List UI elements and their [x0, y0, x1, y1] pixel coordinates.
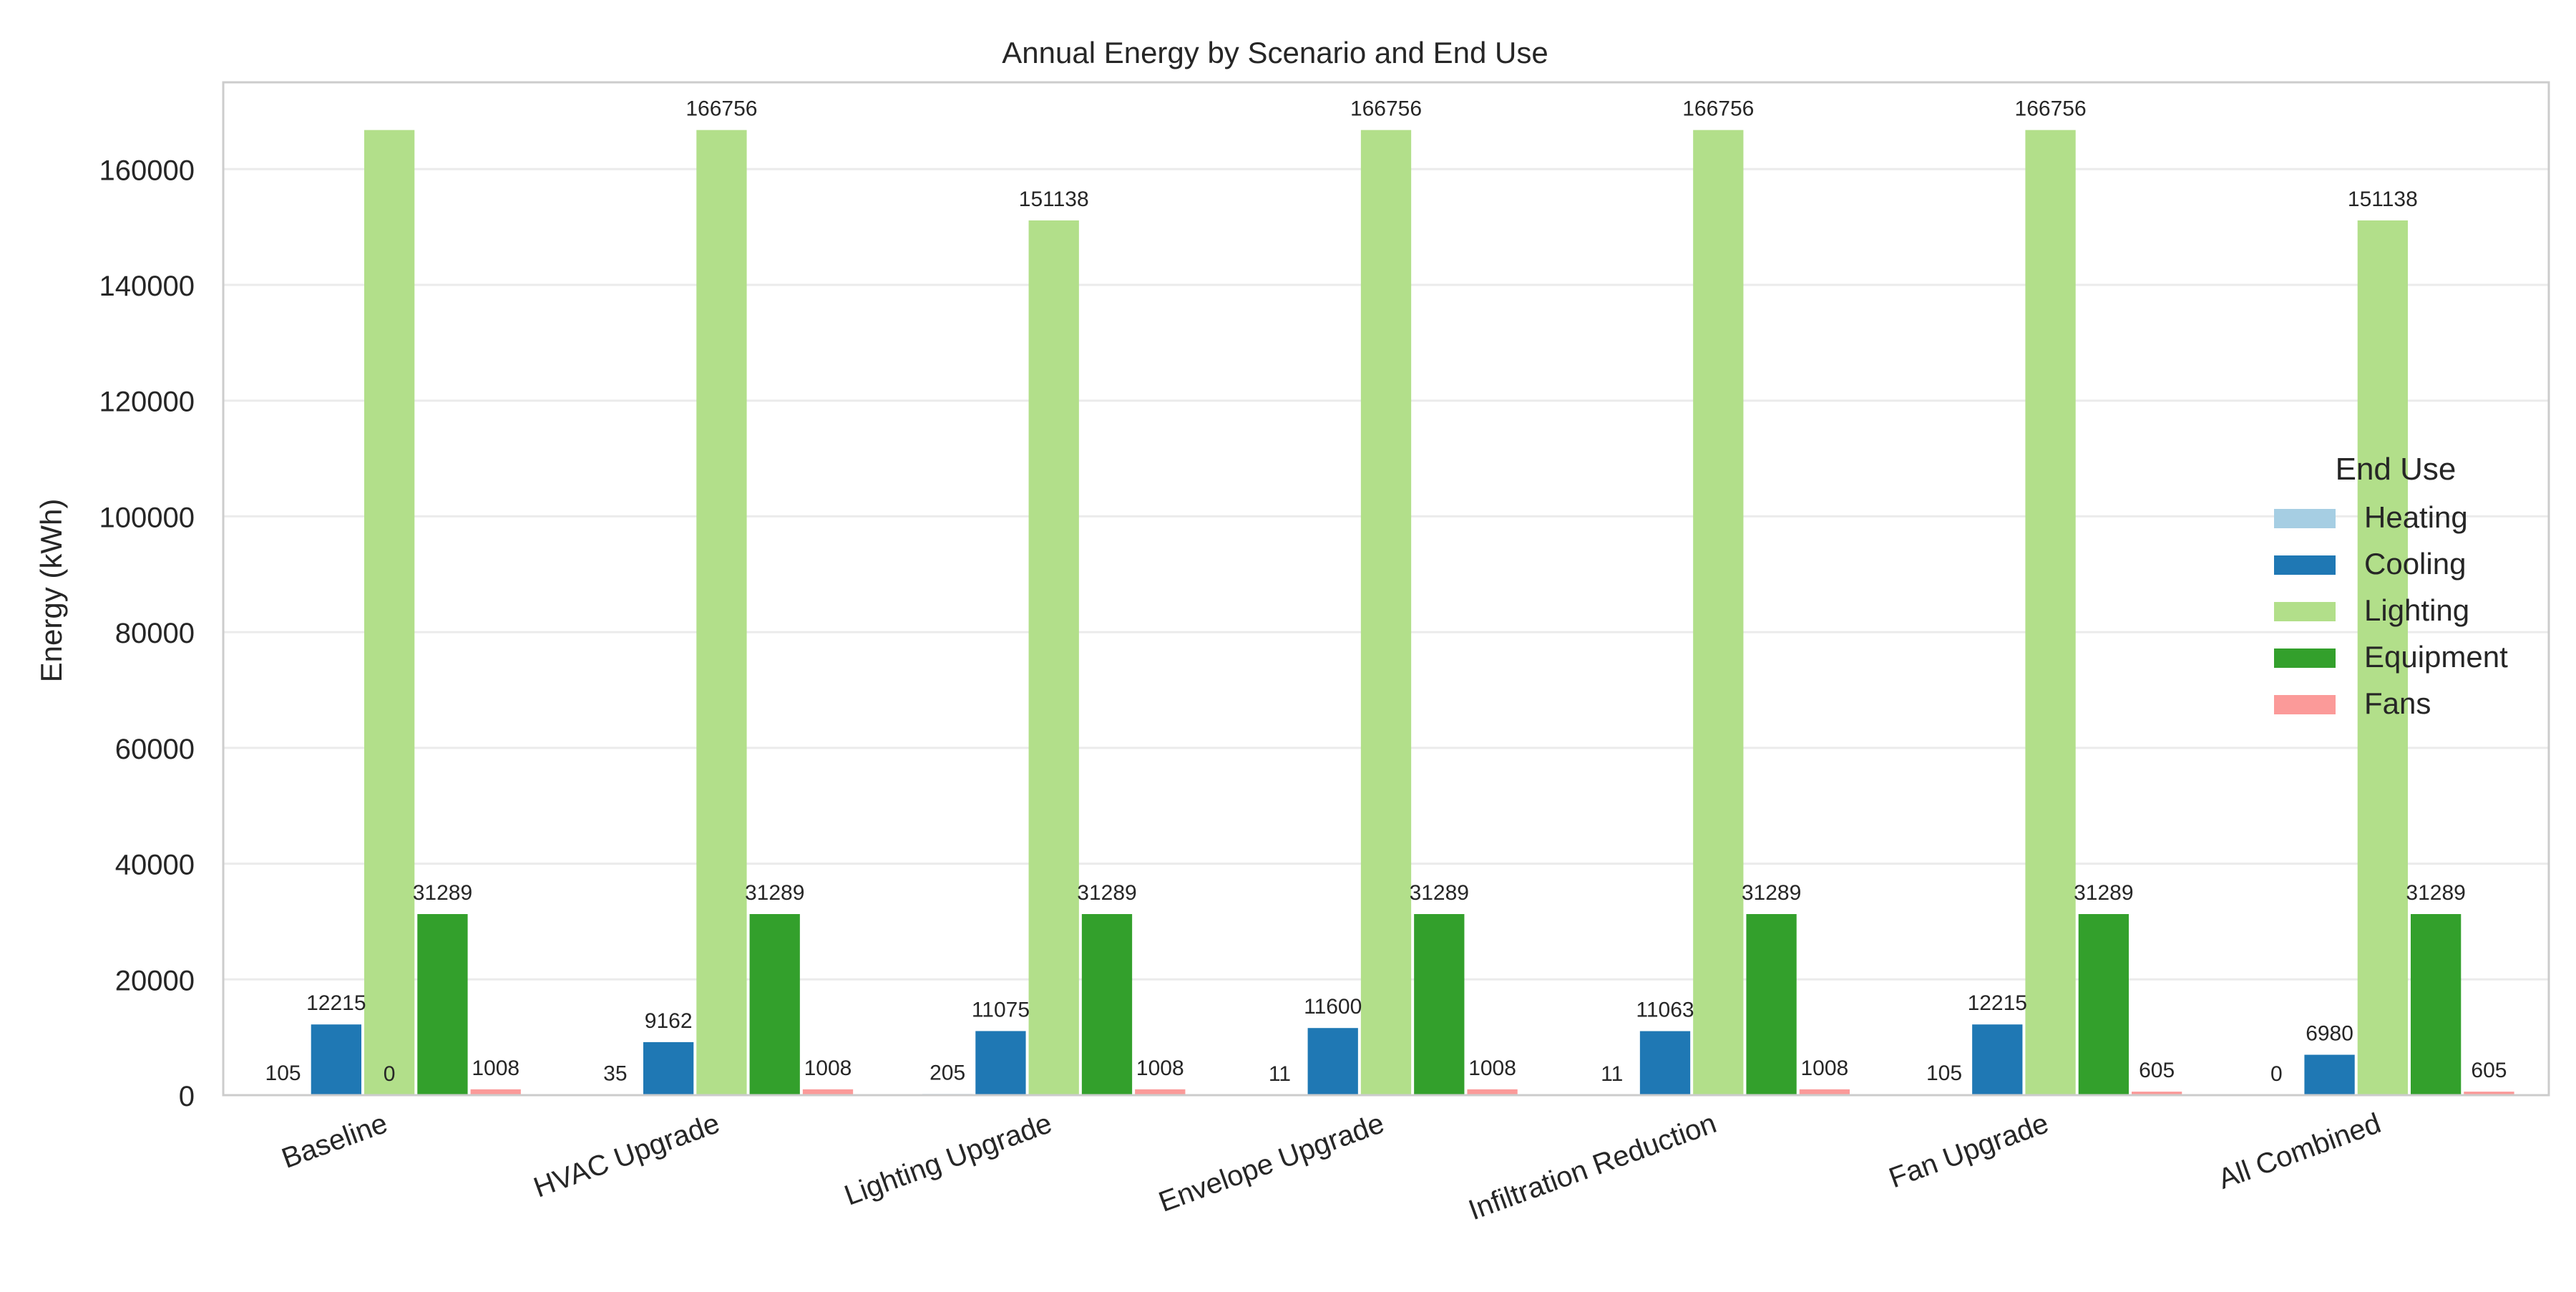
bar-value-label: 31289 — [413, 881, 472, 905]
bar-lighting — [1361, 130, 1411, 1095]
bar-value-label: 205 — [930, 1061, 965, 1084]
bar-cooling — [311, 1024, 361, 1095]
bar-value-label: 1008 — [1800, 1057, 1848, 1080]
y-tick-label: 100000 — [99, 502, 195, 533]
bar-equipment — [2079, 914, 2129, 1095]
legend-label-lighting: Lighting — [2364, 593, 2469, 627]
bar-value-label: 11075 — [972, 998, 1030, 1021]
bar-lighting — [364, 130, 414, 1095]
legend-label-equipment: Equipment — [2364, 640, 2508, 674]
bar-value-label: 11063 — [1636, 999, 1694, 1022]
bar-cooling — [643, 1042, 693, 1095]
bar-value-label: 31289 — [745, 881, 804, 905]
bar-equipment — [1414, 914, 1464, 1095]
bar-cooling — [1972, 1024, 2022, 1095]
bar-value-label: 166756 — [686, 97, 757, 121]
bar-value-label: 151138 — [1019, 188, 1089, 211]
bar-value-label: 12215 — [1968, 991, 2027, 1015]
bar-value-label: 166756 — [1682, 97, 1754, 121]
bar-value-label: 605 — [2139, 1059, 2175, 1082]
bar-equipment — [417, 914, 467, 1095]
y-tick-label: 20000 — [115, 965, 195, 996]
bar-value-label: 166756 — [1350, 97, 1422, 121]
y-tick-label: 40000 — [115, 850, 195, 881]
bar-value-label: 31289 — [2406, 881, 2465, 905]
y-tick-label: 80000 — [115, 618, 195, 649]
legend-swatch-cooling — [2274, 555, 2336, 575]
bar-equipment — [2411, 914, 2461, 1095]
legend-swatch-lighting — [2274, 602, 2336, 621]
bar-value-label: 31289 — [1742, 881, 1801, 905]
bar-equipment — [1746, 914, 1796, 1095]
bar-cooling — [1308, 1028, 1358, 1095]
legend-swatch-equipment — [2274, 649, 2336, 668]
bar-value-label: 11 — [1601, 1062, 1623, 1086]
bar-cooling — [975, 1031, 1025, 1095]
bar-value-label: 105 — [1926, 1062, 1962, 1085]
bar-value-label: 1008 — [1136, 1057, 1184, 1080]
bar-value-label: 31289 — [1077, 881, 1136, 905]
bar-value-label: 31289 — [1410, 881, 1469, 905]
legend-label-cooling: Cooling — [2364, 547, 2466, 581]
bar-value-label: 605 — [2471, 1059, 2507, 1082]
bar-value-label: 6980 — [2306, 1022, 2353, 1046]
bar-cooling — [1640, 1031, 1690, 1095]
bar-value-label: 166756 — [2015, 97, 2087, 121]
y-tick-label: 160000 — [99, 155, 195, 186]
bar-value-label: 12215 — [306, 991, 366, 1015]
bar-value-label: 11 — [1269, 1062, 1291, 1086]
bar-value-label: 1008 — [804, 1057, 852, 1080]
y-tick-label: 0 — [179, 1081, 195, 1112]
bar-value-label: 105 — [265, 1062, 301, 1085]
bar-equipment — [750, 914, 800, 1095]
legend-label-heating: Heating — [2364, 500, 2468, 534]
bar-value-label: 0 — [384, 1062, 396, 1086]
bar-value-label: 35 — [603, 1062, 627, 1086]
y-tick-label: 140000 — [99, 271, 195, 302]
chart-title: Annual Energy by Scenario and End Use — [1002, 36, 1548, 69]
bar-value-label: 9162 — [645, 1009, 693, 1033]
y-axis-label: Energy (kWh) — [34, 499, 68, 683]
bar-lighting — [696, 130, 746, 1095]
legend-swatch-heating — [2274, 509, 2336, 528]
bar-value-label: 0 — [2270, 1062, 2283, 1086]
bar-value-label: 1008 — [1468, 1057, 1516, 1080]
bar-value-label: 11600 — [1304, 995, 1362, 1019]
bar-cooling — [2304, 1055, 2354, 1095]
bar-lighting — [2025, 130, 2075, 1095]
bar-value-label: 151138 — [2348, 188, 2418, 211]
bar-lighting — [1029, 220, 1079, 1095]
bar-value-label: 31289 — [2074, 881, 2133, 905]
bar-equipment — [1082, 914, 1132, 1095]
legend-title: End Use — [2336, 452, 2457, 487]
legend-swatch-fans — [2274, 695, 2336, 714]
legend-label-fans: Fans — [2364, 686, 2431, 720]
y-tick-label: 60000 — [115, 734, 195, 765]
y-tick-label: 120000 — [99, 387, 195, 418]
bar-lighting — [1693, 130, 1743, 1095]
bar-value-label: 1008 — [472, 1057, 519, 1080]
